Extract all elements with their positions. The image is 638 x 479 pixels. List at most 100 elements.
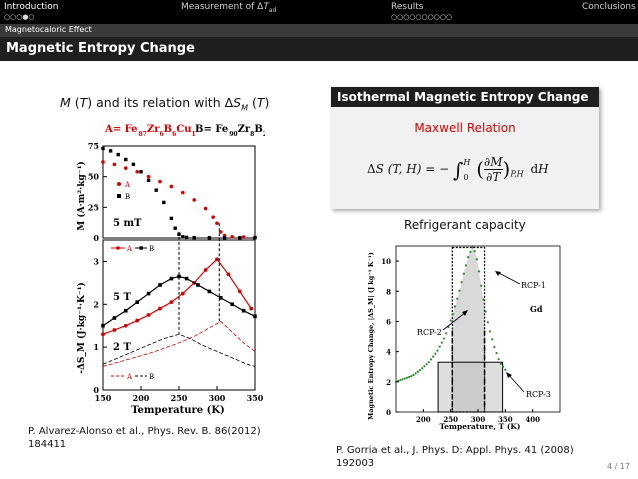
- bottom-y-tick-label: 0: [93, 385, 99, 395]
- bottom-legend-label-b: B: [149, 245, 154, 253]
- gd-data-point: [471, 246, 474, 249]
- entropy-point-a: [135, 318, 140, 323]
- rcp-1-arrow: [496, 271, 521, 285]
- nav-section-results[interactable]: Results: [391, 2, 424, 12]
- entropy-change-block: Isothermal Magnetic Entropy Change Maxwe…: [331, 87, 599, 209]
- nav-section-measurement[interactable]: Measurement of ΔTad: [181, 2, 277, 14]
- entropy-point-a: [101, 332, 105, 337]
- magnetization-point-b: [173, 226, 177, 230]
- refrigerant-capacity-label: Refrigerant capacity: [404, 218, 526, 232]
- top-y-tick-label: 25: [88, 202, 99, 212]
- gd-data-point: [456, 297, 459, 300]
- nav-section-conclusions[interactable]: Conclusions: [582, 2, 636, 12]
- right-citation-line1: P. Gorria et al., J. Phys. D: Appl. Phys…: [336, 445, 574, 456]
- magnetization-point-a: [230, 234, 234, 239]
- magnetization-point-a: [146, 174, 151, 179]
- left-citation-line1: P. Alvarez-Alonso et al., Phys. Rev. B. …: [28, 426, 261, 437]
- entropy-point-b: [169, 276, 174, 281]
- x-tick-label: 350: [247, 393, 264, 403]
- right-figure-marks: 10 8 6 4 2 0 200 250 300 350 400: [381, 245, 561, 424]
- entropy-point-a: [112, 328, 117, 332]
- gd-data-point: [418, 369, 422, 372]
- top-y-tick-label: 50: [88, 172, 100, 182]
- gd-data-point: [440, 341, 444, 344]
- maxwell-relation-label: Maxwell Relation: [414, 121, 516, 135]
- x-tick-label: 150: [95, 393, 112, 403]
- entropy-point-b: [124, 308, 128, 313]
- composition-header: A= Fe87Zr6B6Cu1 B= Fe90Zr8B2: [104, 124, 265, 138]
- gd-data-point: [477, 270, 481, 273]
- magnetization-point-b: [169, 216, 174, 221]
- rcp-3-label: RCP-3: [526, 390, 551, 399]
- top-y-tick-label: 75: [88, 141, 99, 151]
- magnetization-point-b: [154, 188, 158, 192]
- gd-data-point: [488, 330, 492, 333]
- x-axis-label: Temperature (K): [131, 405, 225, 416]
- x-tick-label: 250: [171, 393, 188, 403]
- bottom-y-axis-label: -ΔS_M (J·kg⁻¹·K⁻¹): [76, 282, 87, 374]
- top-legend-marker-b: [117, 194, 121, 198]
- entropy-point-b: [158, 283, 162, 287]
- entropy-point-b: [135, 300, 139, 304]
- gd-data-point: [486, 321, 489, 324]
- top-y-tick-label: 0: [93, 233, 99, 243]
- block-body: Maxwell Relation ΔS (T, H) = − ∫ H 0 (∂M ∂T…: [331, 107, 599, 209]
- magnetization-point-a: [203, 206, 208, 211]
- rcp-y-tick-label: 4: [386, 348, 391, 357]
- rcp-y-tick-label: 10: [381, 257, 391, 266]
- bottom-legend-label-b: B: [149, 373, 154, 381]
- rcp-y-tick-label: 0: [386, 408, 391, 417]
- gd-data-point: [427, 361, 430, 364]
- gd-data-point: [443, 337, 446, 340]
- nav-dots-results[interactable]: ○○○○○○○○○○: [391, 13, 453, 21]
- gd-data-point: [504, 368, 507, 371]
- bottom-legend-label-a: A: [126, 245, 133, 253]
- gd-data-point: [434, 352, 437, 355]
- gd-data-point: [445, 332, 448, 335]
- entropy-point-a: [203, 268, 208, 272]
- gd-label: Gd: [530, 304, 543, 314]
- magnetization-point-a: [215, 221, 219, 226]
- rcp-2-label: RCP-2: [417, 328, 442, 337]
- rcp-3-arrowhead: [506, 372, 512, 378]
- left-citation-line2: 184411: [28, 439, 67, 450]
- gd-data-point: [416, 370, 419, 373]
- magnetization-point-b: [131, 162, 136, 167]
- magnetization-point-a: [124, 166, 128, 170]
- x-tick-label: 300: [209, 393, 226, 403]
- gd-data-point: [497, 358, 500, 361]
- rcp-x-tick-label: 350: [498, 415, 513, 424]
- nav-dots-introduction[interactable]: ○○○●○: [4, 13, 35, 21]
- top-y-axis-label: M (A·m²·kg⁻¹): [76, 161, 87, 231]
- gd-data-point: [460, 281, 463, 284]
- magnetization-point-b: [162, 200, 166, 205]
- frame-title: Magnetic Entropy Change: [6, 41, 195, 56]
- magnetization-point-b: [108, 149, 113, 153]
- page-number: 4 / 17: [606, 462, 630, 471]
- magnetization-point-b: [181, 235, 185, 239]
- magnetization-point-a: [241, 235, 246, 239]
- rcp-x-tick-label: 300: [471, 415, 486, 424]
- nav-section-introduction[interactable]: Introduction: [4, 2, 59, 12]
- entropy-point-b: [219, 296, 223, 300]
- subsection-bar: Magnetocaloric Effect: [0, 24, 638, 37]
- bottom-legend-marker-b: [139, 246, 143, 250]
- gd-data-point: [399, 379, 402, 382]
- entropy-curve-a-5t: [102, 258, 252, 335]
- gd-data-point: [412, 373, 415, 377]
- entropy-point-b: [146, 291, 151, 296]
- magnetization-point-a: [158, 179, 162, 184]
- magnetization-point-a: [169, 184, 174, 189]
- magnetization-point-b: [116, 152, 120, 157]
- magnetization-point-b: [139, 170, 143, 174]
- gd-data-point: [493, 346, 496, 349]
- gd-data-point: [469, 250, 472, 253]
- right-citation: P. Gorria et al., J. Phys. D: Appl. Phys…: [336, 444, 574, 470]
- magnetization-point-b: [101, 146, 105, 151]
- gd-data-point: [414, 372, 417, 375]
- gd-data-point: [436, 349, 439, 352]
- rcp-y-tick-label: 6: [386, 317, 391, 326]
- bottom-annotation-5T: 5 T: [113, 292, 131, 303]
- entropy-point-b: [184, 276, 189, 281]
- top-legend-label-b: B: [125, 193, 130, 201]
